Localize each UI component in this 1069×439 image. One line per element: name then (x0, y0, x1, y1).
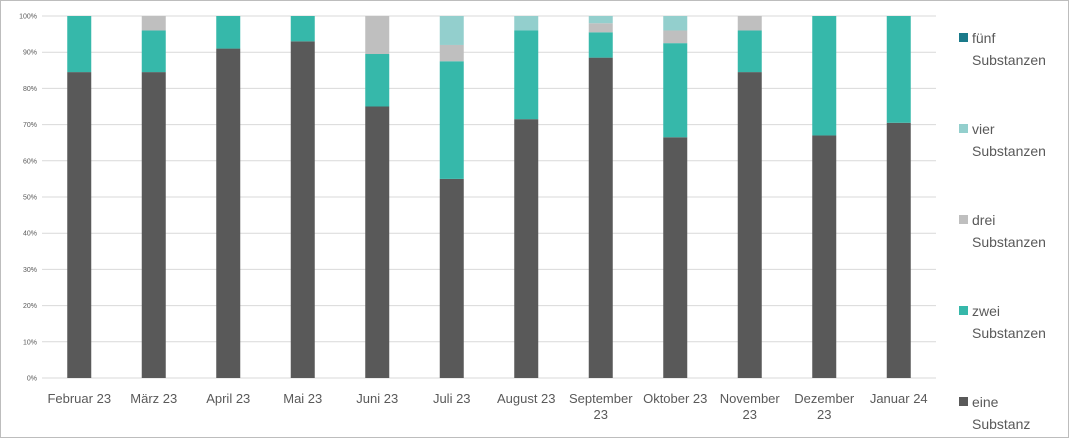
bar-segment (439, 61, 464, 179)
legend-label: Substanzen (972, 234, 1046, 250)
x-tick-label: Januar 24 (870, 391, 928, 406)
bar-segment (737, 16, 762, 31)
y-tick-label: 30% (23, 267, 37, 274)
bar-segment (439, 44, 464, 62)
bar-segment (886, 16, 911, 123)
y-tick-label: 50% (23, 195, 37, 202)
bar-segment (588, 57, 613, 378)
y-tick-label: 20% (23, 303, 37, 310)
bar-segment (514, 119, 539, 379)
x-tick-label: Oktober 23 (643, 391, 707, 406)
legend-label: zwei (972, 303, 1000, 319)
x-tick-label: Februar 23 (47, 391, 111, 406)
bar-segment (737, 72, 762, 379)
bar-segment (663, 30, 688, 44)
legend-label: Substanzen (972, 52, 1046, 68)
bar-segment (67, 16, 92, 73)
bar-segment (663, 43, 688, 138)
legend-label: vier (972, 121, 995, 137)
y-tick-label: 90% (23, 50, 37, 57)
bar-segment (663, 137, 688, 378)
legend-label: drei (972, 212, 995, 228)
bar-segment (588, 16, 613, 24)
bar-segment (737, 30, 762, 73)
bar-segment (216, 48, 241, 379)
bar-segment (365, 16, 390, 55)
y-tick-label: 0% (27, 376, 37, 383)
x-tick-label: November (720, 391, 781, 406)
x-tick-label: August 23 (497, 391, 556, 406)
y-tick-label: 70% (23, 122, 37, 129)
y-tick-label: 100% (19, 14, 37, 21)
x-tick-label: April 23 (206, 391, 250, 406)
x-tick-label: Juli 23 (433, 391, 471, 406)
bar-segment (588, 32, 613, 58)
legend-swatch (959, 33, 968, 42)
x-tick-label: September (569, 391, 633, 406)
bar-segment (812, 135, 837, 378)
bar-segment (67, 72, 92, 379)
legend-label: eine (972, 394, 999, 410)
legend-swatch (959, 397, 968, 406)
legend-label: fünf (972, 30, 995, 46)
bar-segment (216, 16, 241, 49)
y-tick-label: 80% (23, 86, 37, 93)
bar-segment (141, 72, 166, 379)
legend-swatch (959, 306, 968, 315)
bar-segment (439, 178, 464, 378)
bar-segment (290, 16, 315, 42)
x-tick-label: 23 (743, 407, 757, 422)
bar-segment (514, 30, 539, 120)
x-tick-label: Dezember (794, 391, 855, 406)
bar-segment (141, 16, 166, 31)
legend-label: Substanz (972, 416, 1030, 432)
bar-segment (365, 106, 390, 378)
bar-segment (439, 16, 464, 45)
bar-segment (365, 54, 390, 107)
y-tick-label: 60% (23, 158, 37, 165)
y-tick-label: 10% (23, 339, 37, 346)
x-tick-label: Mai 23 (283, 391, 322, 406)
bar-segment (290, 41, 315, 379)
x-tick-label: 23 (594, 407, 608, 422)
bar-segment (886, 122, 911, 378)
x-tick-label: 23 (817, 407, 831, 422)
legend-label: Substanzen (972, 143, 1046, 159)
x-tick-label: Juni 23 (356, 391, 398, 406)
x-tick-label: März 23 (130, 391, 177, 406)
bar-segment (663, 16, 688, 31)
bar-segment (514, 16, 539, 31)
legend-swatch (959, 215, 968, 224)
y-tick-label: 40% (23, 231, 37, 238)
bar-segment (812, 16, 837, 136)
legend-swatch (959, 124, 968, 133)
bar-segment (141, 30, 166, 73)
legend-label: Substanzen (972, 325, 1046, 341)
bar-segment (588, 23, 613, 33)
